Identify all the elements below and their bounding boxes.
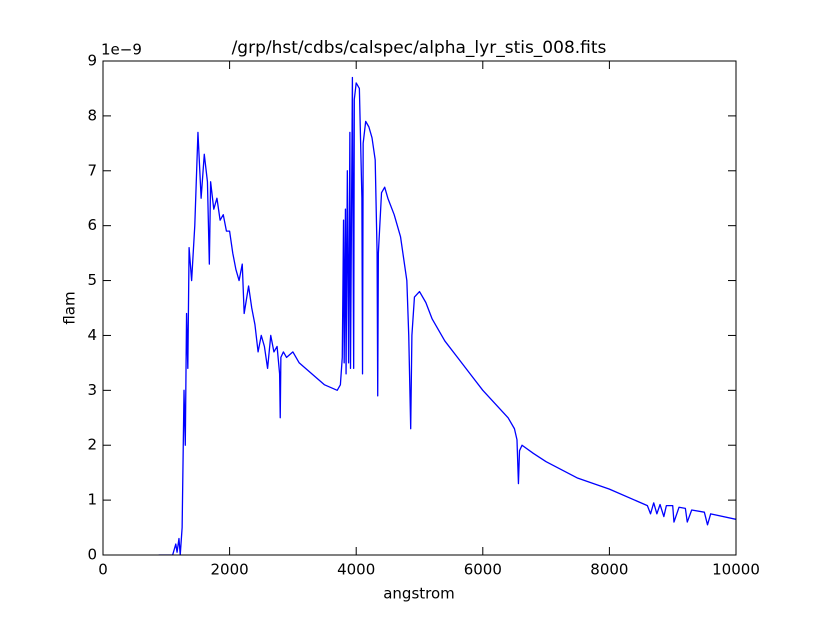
x-tick-label: 2000 [211,561,249,579]
y-tick-label: 3 [87,381,97,399]
x-tick-label: 0 [98,561,108,579]
x-axis-label: angstrom [383,585,455,603]
x-tick-label: 4000 [337,561,375,579]
y-tick-label: 6 [87,216,97,234]
plot-frame [102,60,737,556]
y-tick-label: 5 [87,271,97,289]
y-tick-label: 4 [87,326,97,344]
y-tick-label: 7 [87,161,97,179]
spectrum-line [158,76,736,555]
x-tick-label: 6000 [464,561,502,579]
y-tick-label: 0 [87,546,97,564]
y-tick-label: 1 [87,491,97,509]
y-tick-label: 9 [87,52,97,70]
y-tick-label: 8 [87,106,97,124]
x-tick-label: 10000 [712,561,760,579]
x-tick-label: 8000 [590,561,628,579]
y-tick-label: 2 [87,436,97,454]
chart-title: /grp/hst/cdbs/calspec/alpha_lyr_stis_008… [232,38,607,58]
y-axis-label: flam [61,291,79,324]
y-offset-label: 1e−9 [101,41,142,59]
